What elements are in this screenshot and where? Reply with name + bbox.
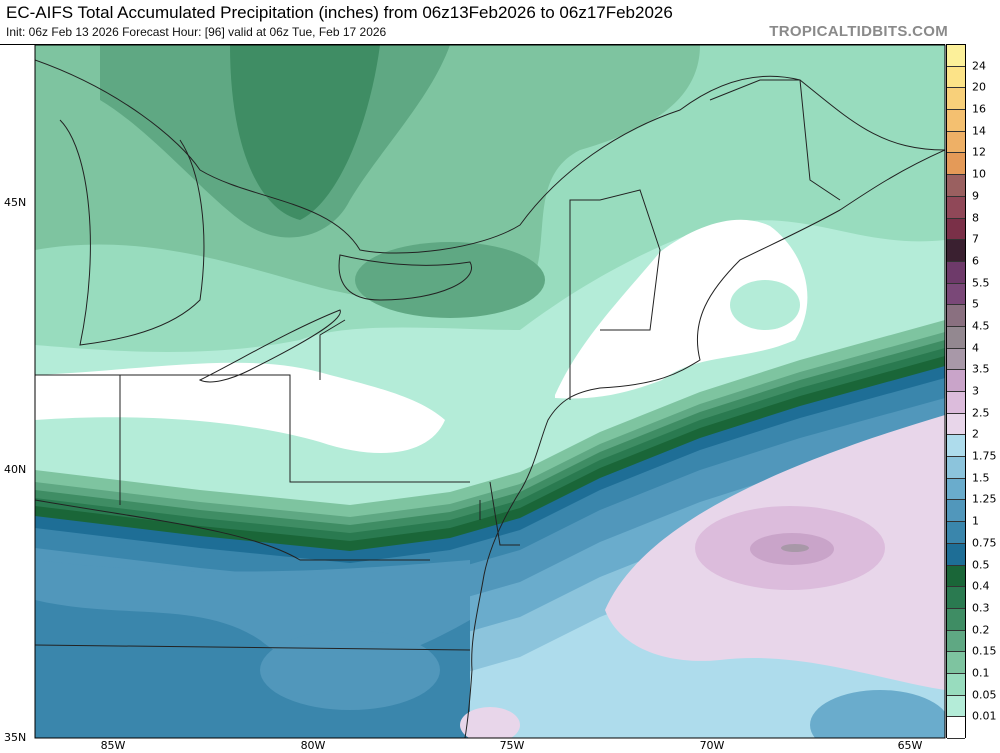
- precip-field-1.5: [810, 690, 945, 738]
- colorbar-label: 1: [972, 514, 979, 528]
- colorbar-label: 1.25: [972, 492, 997, 506]
- colorbar-swatch: [947, 630, 965, 653]
- colorbar-swatch: [947, 695, 965, 718]
- colorbar-swatch: [947, 608, 965, 631]
- colorbar-swatch: [947, 175, 965, 197]
- boundary-line: [338, 254, 472, 301]
- colorbar-swatch: [947, 717, 965, 739]
- colorbar-label: 5: [972, 297, 979, 311]
- colorbar-swatch: [947, 392, 965, 414]
- colorbar-label: 0.4: [972, 579, 990, 593]
- precip-field-2.5: [460, 707, 520, 738]
- colorbar-swatch: [947, 66, 965, 89]
- colorbar-swatch: [947, 45, 965, 67]
- colorbar-swatch: [947, 88, 965, 111]
- lon-label: 80W: [300, 739, 326, 752]
- map-title: EC-AIFS Total Accumulated Precipitation …: [6, 3, 673, 22]
- boundary-line: [35, 319, 470, 483]
- colorbar-label: 16: [972, 102, 986, 116]
- map-frame: [34, 44, 946, 739]
- colorbar-label: 14: [972, 124, 986, 138]
- colorbar-label: 0.75: [972, 536, 997, 550]
- colorbar-swatch: [947, 283, 965, 306]
- colorbar-label: 1.5: [972, 471, 990, 485]
- colorbar-label: 6: [972, 254, 979, 268]
- colorbar-swatch: [947, 500, 965, 523]
- colorbar-swatch: [947, 435, 965, 458]
- colorbar-label: 2.5: [972, 406, 990, 420]
- colorbar-label: 0.05: [972, 688, 997, 702]
- precip-field-4: [781, 544, 809, 552]
- colorbar-swatch: [947, 543, 965, 566]
- colorbar-swatch: [947, 131, 965, 154]
- colorbar-label: 12: [972, 145, 986, 159]
- colorbar-swatch: [947, 565, 965, 588]
- boundary-line: [464, 149, 945, 738]
- lon-label: 70W: [699, 739, 725, 752]
- colorbar-label: 1.75: [972, 449, 997, 463]
- colorbar-label: 24: [972, 59, 986, 73]
- boundary-line: [35, 375, 471, 651]
- colorbar-label: 20: [972, 80, 986, 94]
- precip-field-0.2: [355, 242, 545, 318]
- lat-label: 45N: [4, 196, 27, 209]
- colorbar-swatch: [947, 240, 965, 262]
- precip-field-trace: [555, 219, 808, 399]
- colorbar-swatch: [947, 673, 965, 696]
- colorbar-swatch: [947, 587, 965, 609]
- boundary-line: [479, 481, 520, 546]
- colorbar-label: 4.5: [972, 319, 990, 333]
- colorbar-swatch: [947, 478, 965, 501]
- boundary-line: [198, 309, 341, 383]
- colorbar-label: 3: [972, 384, 979, 398]
- lat-label: 40N: [4, 463, 27, 476]
- colorbar-label: 9: [972, 189, 979, 203]
- colorbar-label: 3.5: [972, 362, 990, 376]
- precip-field-2: [35, 505, 945, 738]
- header-divider: [0, 44, 945, 45]
- colorbar-swatch: [947, 218, 965, 241]
- colorbar-label: 0.01: [972, 709, 997, 723]
- colorbar-label: 0.3: [972, 601, 990, 615]
- colorbar-swatch: [947, 522, 965, 544]
- colorbar-swatch: [947, 348, 965, 371]
- colorbar-label: 10: [972, 167, 986, 181]
- boundary-line: [569, 189, 661, 400]
- colorbar-label: 0.1: [972, 666, 990, 680]
- colorbar-label: 7: [972, 232, 979, 246]
- lon-label: 75W: [499, 739, 525, 752]
- boundary-line: [709, 79, 841, 201]
- colorbar-swatch: [947, 196, 965, 219]
- colorbar-swatch: [947, 652, 965, 674]
- precip-field-0.05: [730, 280, 800, 330]
- precip-field-1.25: [260, 630, 440, 710]
- boundary-line: [59, 119, 205, 346]
- map-subtitle: Init: 06z Feb 13 2026 Forecast Hour: [96…: [6, 25, 387, 39]
- colorbar-swatch: [947, 370, 965, 392]
- colorbar-swatch: [947, 153, 965, 176]
- lon-label: 65W: [897, 739, 923, 752]
- colorbar-label: 0.15: [972, 644, 997, 658]
- precip-field-trace: [35, 362, 445, 454]
- colorbar-swatch: [947, 305, 965, 327]
- colorbar-swatch: [947, 413, 965, 436]
- lon-label: 85W: [100, 739, 126, 752]
- lat-label: 35N: [4, 731, 27, 744]
- brand-watermark: TROPICALTIDBITS.COM: [769, 23, 948, 40]
- colorbar-label: 4: [972, 341, 979, 355]
- precip-field-0.3: [230, 45, 380, 220]
- colorbar-swatch: [947, 110, 965, 132]
- colorbar-swatch: [947, 457, 965, 479]
- colorbar-label: 0.5: [972, 558, 990, 571]
- colorbar-swatch: [947, 326, 965, 349]
- colorbar-label: 2: [972, 427, 979, 441]
- colorbar: [946, 44, 966, 739]
- colorbar-label: 5.5: [972, 276, 990, 290]
- colorbar-label: 8: [972, 211, 979, 224]
- colorbar-label: 0.2: [972, 623, 990, 637]
- colorbar-swatch: [947, 261, 965, 284]
